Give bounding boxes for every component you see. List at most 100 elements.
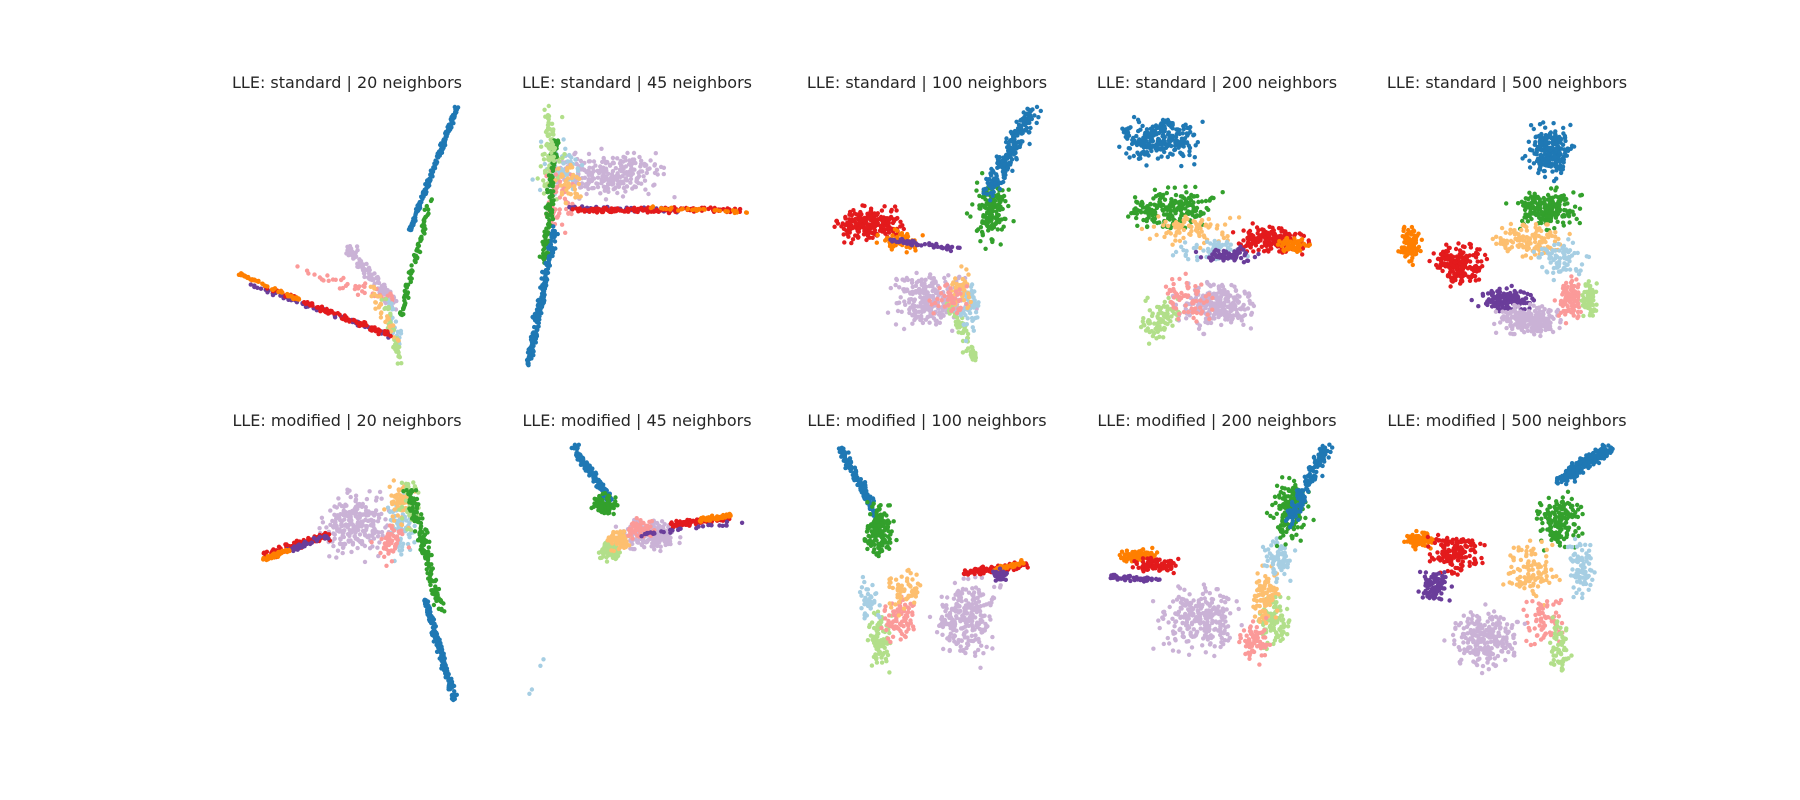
scatter-point <box>924 307 930 312</box>
scatter-point <box>1300 252 1305 257</box>
scatter-point <box>344 251 349 256</box>
scatter-point <box>375 328 381 333</box>
scatter-point <box>1547 256 1552 261</box>
scatter-point <box>635 206 641 212</box>
scatter-point <box>356 264 361 270</box>
scatter-point <box>1560 142 1566 147</box>
scatter-point <box>249 278 255 283</box>
scatter-point <box>1204 279 1210 285</box>
scatter-point <box>988 173 994 178</box>
scatter-point <box>1184 280 1190 286</box>
scatter-point <box>1548 204 1554 210</box>
scatter-point <box>611 181 616 186</box>
scatter-point <box>1552 242 1557 248</box>
scatter-point <box>1183 253 1188 258</box>
scatter-point <box>639 181 644 186</box>
scatter-point <box>1126 214 1131 219</box>
scatter-point <box>567 152 572 158</box>
scatter-point <box>1126 133 1132 138</box>
scatter-point <box>690 207 696 212</box>
scatter-point <box>376 331 381 337</box>
scatter-point <box>1219 322 1224 328</box>
scatter-point <box>992 177 997 182</box>
scatter-point <box>978 239 983 244</box>
scatter-point <box>557 207 562 212</box>
scatter-point <box>1234 310 1240 316</box>
scatter-point <box>449 124 454 130</box>
scatter-point <box>872 228 878 233</box>
scatter-point <box>1523 153 1528 159</box>
scatter-point <box>1132 195 1138 200</box>
scatter-point <box>563 146 568 151</box>
scatter-point <box>842 240 847 245</box>
scatter-point <box>959 264 964 269</box>
scatter-point <box>565 168 570 173</box>
scatter-points <box>832 104 1044 363</box>
scatter-point <box>548 127 553 132</box>
scatter-point <box>1215 223 1220 228</box>
panel-title: LLE: standard | 100 neighbors <box>807 73 1047 92</box>
scatter-point <box>1143 298 1148 303</box>
scatter-point <box>1170 242 1175 247</box>
scatter-point <box>1562 207 1567 213</box>
scatter-point <box>559 167 565 172</box>
scatter-point <box>397 344 402 350</box>
scatter-point <box>1553 133 1558 138</box>
scatter-point <box>408 279 413 285</box>
scatter-point <box>1170 122 1175 128</box>
scatter-point <box>1171 281 1176 287</box>
panel-standard-20: LLE: standard | 20 neighbors <box>232 73 462 366</box>
scatter-point <box>1559 146 1564 151</box>
scatter-point <box>701 206 706 212</box>
scatter-point <box>563 178 568 184</box>
scatter-point <box>955 245 961 250</box>
scatter-point <box>923 277 928 282</box>
scatter-point <box>1008 162 1013 167</box>
scatter-point <box>1528 206 1534 212</box>
scatter-point <box>1188 232 1193 237</box>
scatter-point <box>948 286 953 291</box>
scatter-point <box>545 214 550 220</box>
scatter-point <box>1576 272 1582 277</box>
scatter-point <box>562 152 567 157</box>
scatter-point <box>1537 255 1542 260</box>
scatter-point <box>910 302 915 308</box>
scatter-point <box>946 293 952 299</box>
scatter-point <box>1257 233 1262 239</box>
scatter-point <box>987 209 992 214</box>
scatter-point <box>973 310 979 315</box>
scatter-point <box>541 191 547 196</box>
scatter-point <box>337 286 343 291</box>
scatter-point <box>550 228 556 233</box>
scatter-point <box>1266 237 1272 243</box>
scatter-point <box>599 209 604 215</box>
scatter-point <box>964 284 969 289</box>
scatter-point <box>668 207 673 212</box>
scatter-point <box>542 151 547 157</box>
scatter-point <box>982 213 988 219</box>
scatter-point <box>885 226 890 231</box>
scatter-point <box>1169 134 1175 139</box>
scatter-point <box>1545 270 1550 275</box>
scatter-point <box>577 176 582 182</box>
scatter-point <box>530 177 535 182</box>
scatter-point <box>1001 224 1006 229</box>
scatter-point <box>1177 131 1182 137</box>
scatter-point <box>639 158 644 163</box>
scatter-point <box>1016 144 1021 150</box>
scatter-point <box>364 323 369 328</box>
scatter-point <box>1533 140 1538 145</box>
scatter-point <box>987 183 992 188</box>
scatter-point <box>360 265 365 271</box>
scatter-point <box>1230 300 1236 306</box>
scatter-point <box>997 186 1003 192</box>
scatter-point <box>923 284 929 289</box>
scatter-point <box>1141 135 1146 140</box>
scatter-point <box>1544 133 1550 139</box>
scatter-point <box>1498 236 1503 241</box>
scatter-point <box>1527 236 1533 241</box>
scatter-point <box>252 284 257 290</box>
scatter-point <box>1213 252 1218 257</box>
scatter-point <box>545 230 551 235</box>
scatter-point <box>255 279 260 284</box>
